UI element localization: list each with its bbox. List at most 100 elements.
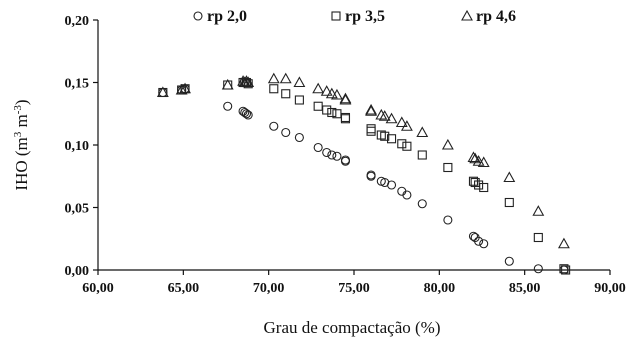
data-point-square — [313, 101, 323, 111]
x-axis-title: Grau de compactação (%) — [264, 318, 441, 337]
data-point-triangle — [375, 108, 388, 120]
data-point-circle — [366, 171, 376, 181]
legend-label: rp 4,6 — [476, 8, 516, 25]
data-point-triangle — [467, 151, 480, 163]
legend-label: rp 2,0 — [207, 8, 247, 25]
data-point-square — [417, 150, 427, 160]
data-point-square — [443, 162, 453, 173]
series-square — [158, 77, 571, 275]
data-point-triangle — [179, 82, 191, 94]
axes — [97, 20, 610, 271]
data-point-triangle — [385, 112, 398, 124]
legend-item: rp 3,5 — [331, 8, 385, 25]
data-point-square — [322, 105, 332, 115]
data-point-square — [479, 182, 489, 193]
x-tick-label: 85,00 — [509, 281, 541, 296]
data-point-square — [269, 84, 279, 94]
data-point-square — [327, 107, 337, 118]
data-point-triangle — [395, 116, 408, 128]
legend-label: rp 3,5 — [345, 8, 385, 25]
data-point-circle — [332, 151, 342, 161]
legend: rp 2,0 rp 3,5 rp 4,6 — [193, 8, 516, 25]
data-point-circle — [443, 215, 453, 225]
data-point-circle — [269, 121, 279, 131]
data-point-square — [366, 126, 376, 136]
data-point-circle — [386, 180, 397, 190]
data-point-triangle — [267, 72, 280, 84]
data-point-triangle — [221, 78, 234, 90]
y-axis-title-base: IHO (m — [12, 137, 31, 190]
data-point-triangle — [472, 155, 485, 166]
data-point-square — [533, 232, 543, 243]
data-point-square — [561, 265, 571, 275]
data-point-square — [474, 180, 484, 190]
data-point-circle — [417, 199, 427, 209]
x-tick-label: 75,00 — [338, 281, 370, 296]
data-point-triangle — [339, 93, 352, 105]
data-point-circle — [241, 109, 252, 119]
data-point-square — [281, 89, 291, 99]
data-point-circle — [243, 110, 253, 120]
data-point-circle — [294, 132, 304, 143]
x-tick-label: 80,00 — [424, 281, 456, 296]
data-point-circle — [504, 256, 514, 266]
data-point-circle — [468, 231, 479, 241]
data-point-triangle — [320, 85, 333, 96]
legend-marker-square — [331, 11, 341, 21]
data-point-square — [397, 139, 407, 149]
data-point-triangle — [378, 110, 391, 121]
data-point-triangle — [503, 171, 516, 183]
data-point-square — [559, 264, 569, 274]
data-point-triangle — [242, 76, 255, 88]
x-tick-label: 90,00 — [594, 281, 626, 296]
x-tick-label: 70,00 — [253, 281, 285, 296]
data-point-square — [470, 177, 480, 188]
data-point-square — [386, 134, 397, 144]
data-point-circle — [402, 190, 412, 200]
data-marks — [156, 72, 571, 275]
y-tick-label: 0,05 — [65, 202, 90, 217]
x-tick-label: 65,00 — [168, 281, 200, 296]
y-axis-title: IHO (m3 m-3) — [12, 99, 31, 190]
series-triangle — [156, 72, 570, 249]
data-point-square — [366, 124, 376, 134]
data-point-circle — [327, 150, 337, 160]
data-point-triangle — [279, 72, 292, 84]
data-point-triangle — [416, 126, 429, 138]
data-point-square — [380, 131, 390, 141]
legend-marker-triangle — [461, 9, 473, 21]
data-point-triangle — [477, 156, 490, 168]
data-point-circle — [223, 101, 233, 111]
data-point-circle — [479, 239, 489, 249]
data-point-triangle — [532, 205, 545, 216]
ticks: 60,00 65,00 70,00 75,00 80,00 85,00 90,00 0,00 0… — [65, 14, 626, 296]
data-point-triangle — [557, 237, 570, 249]
data-point-triangle — [365, 105, 378, 116]
data-point-circle — [533, 264, 543, 274]
y-axis-title-exp1: 3 — [12, 131, 24, 137]
y-tick-label: 0,10 — [65, 139, 90, 154]
data-point-circle — [340, 156, 351, 166]
data-point-square — [340, 114, 351, 124]
data-point-triangle — [156, 86, 169, 98]
legend-marker-circle — [193, 11, 203, 21]
data-point-triangle — [240, 75, 253, 86]
data-point-triangle — [400, 120, 413, 131]
data-point-triangle — [330, 88, 343, 100]
data-point-triangle — [293, 76, 306, 88]
y-tick-label: 0,15 — [65, 77, 90, 92]
data-point-triangle — [175, 83, 188, 95]
data-point-square — [294, 95, 304, 105]
y-axis-title-mid: m — [12, 114, 31, 131]
x-tick-label: 60,00 — [82, 281, 114, 296]
data-point-square — [376, 130, 386, 140]
data-point-circle — [474, 236, 484, 246]
series-circle — [158, 84, 569, 275]
data-point-triangle — [339, 92, 352, 104]
data-point-triangle — [365, 103, 378, 115]
data-point-triangle — [312, 82, 325, 94]
data-point-triangle — [441, 138, 454, 150]
data-point-circle — [281, 127, 291, 138]
data-point-square — [504, 197, 514, 208]
